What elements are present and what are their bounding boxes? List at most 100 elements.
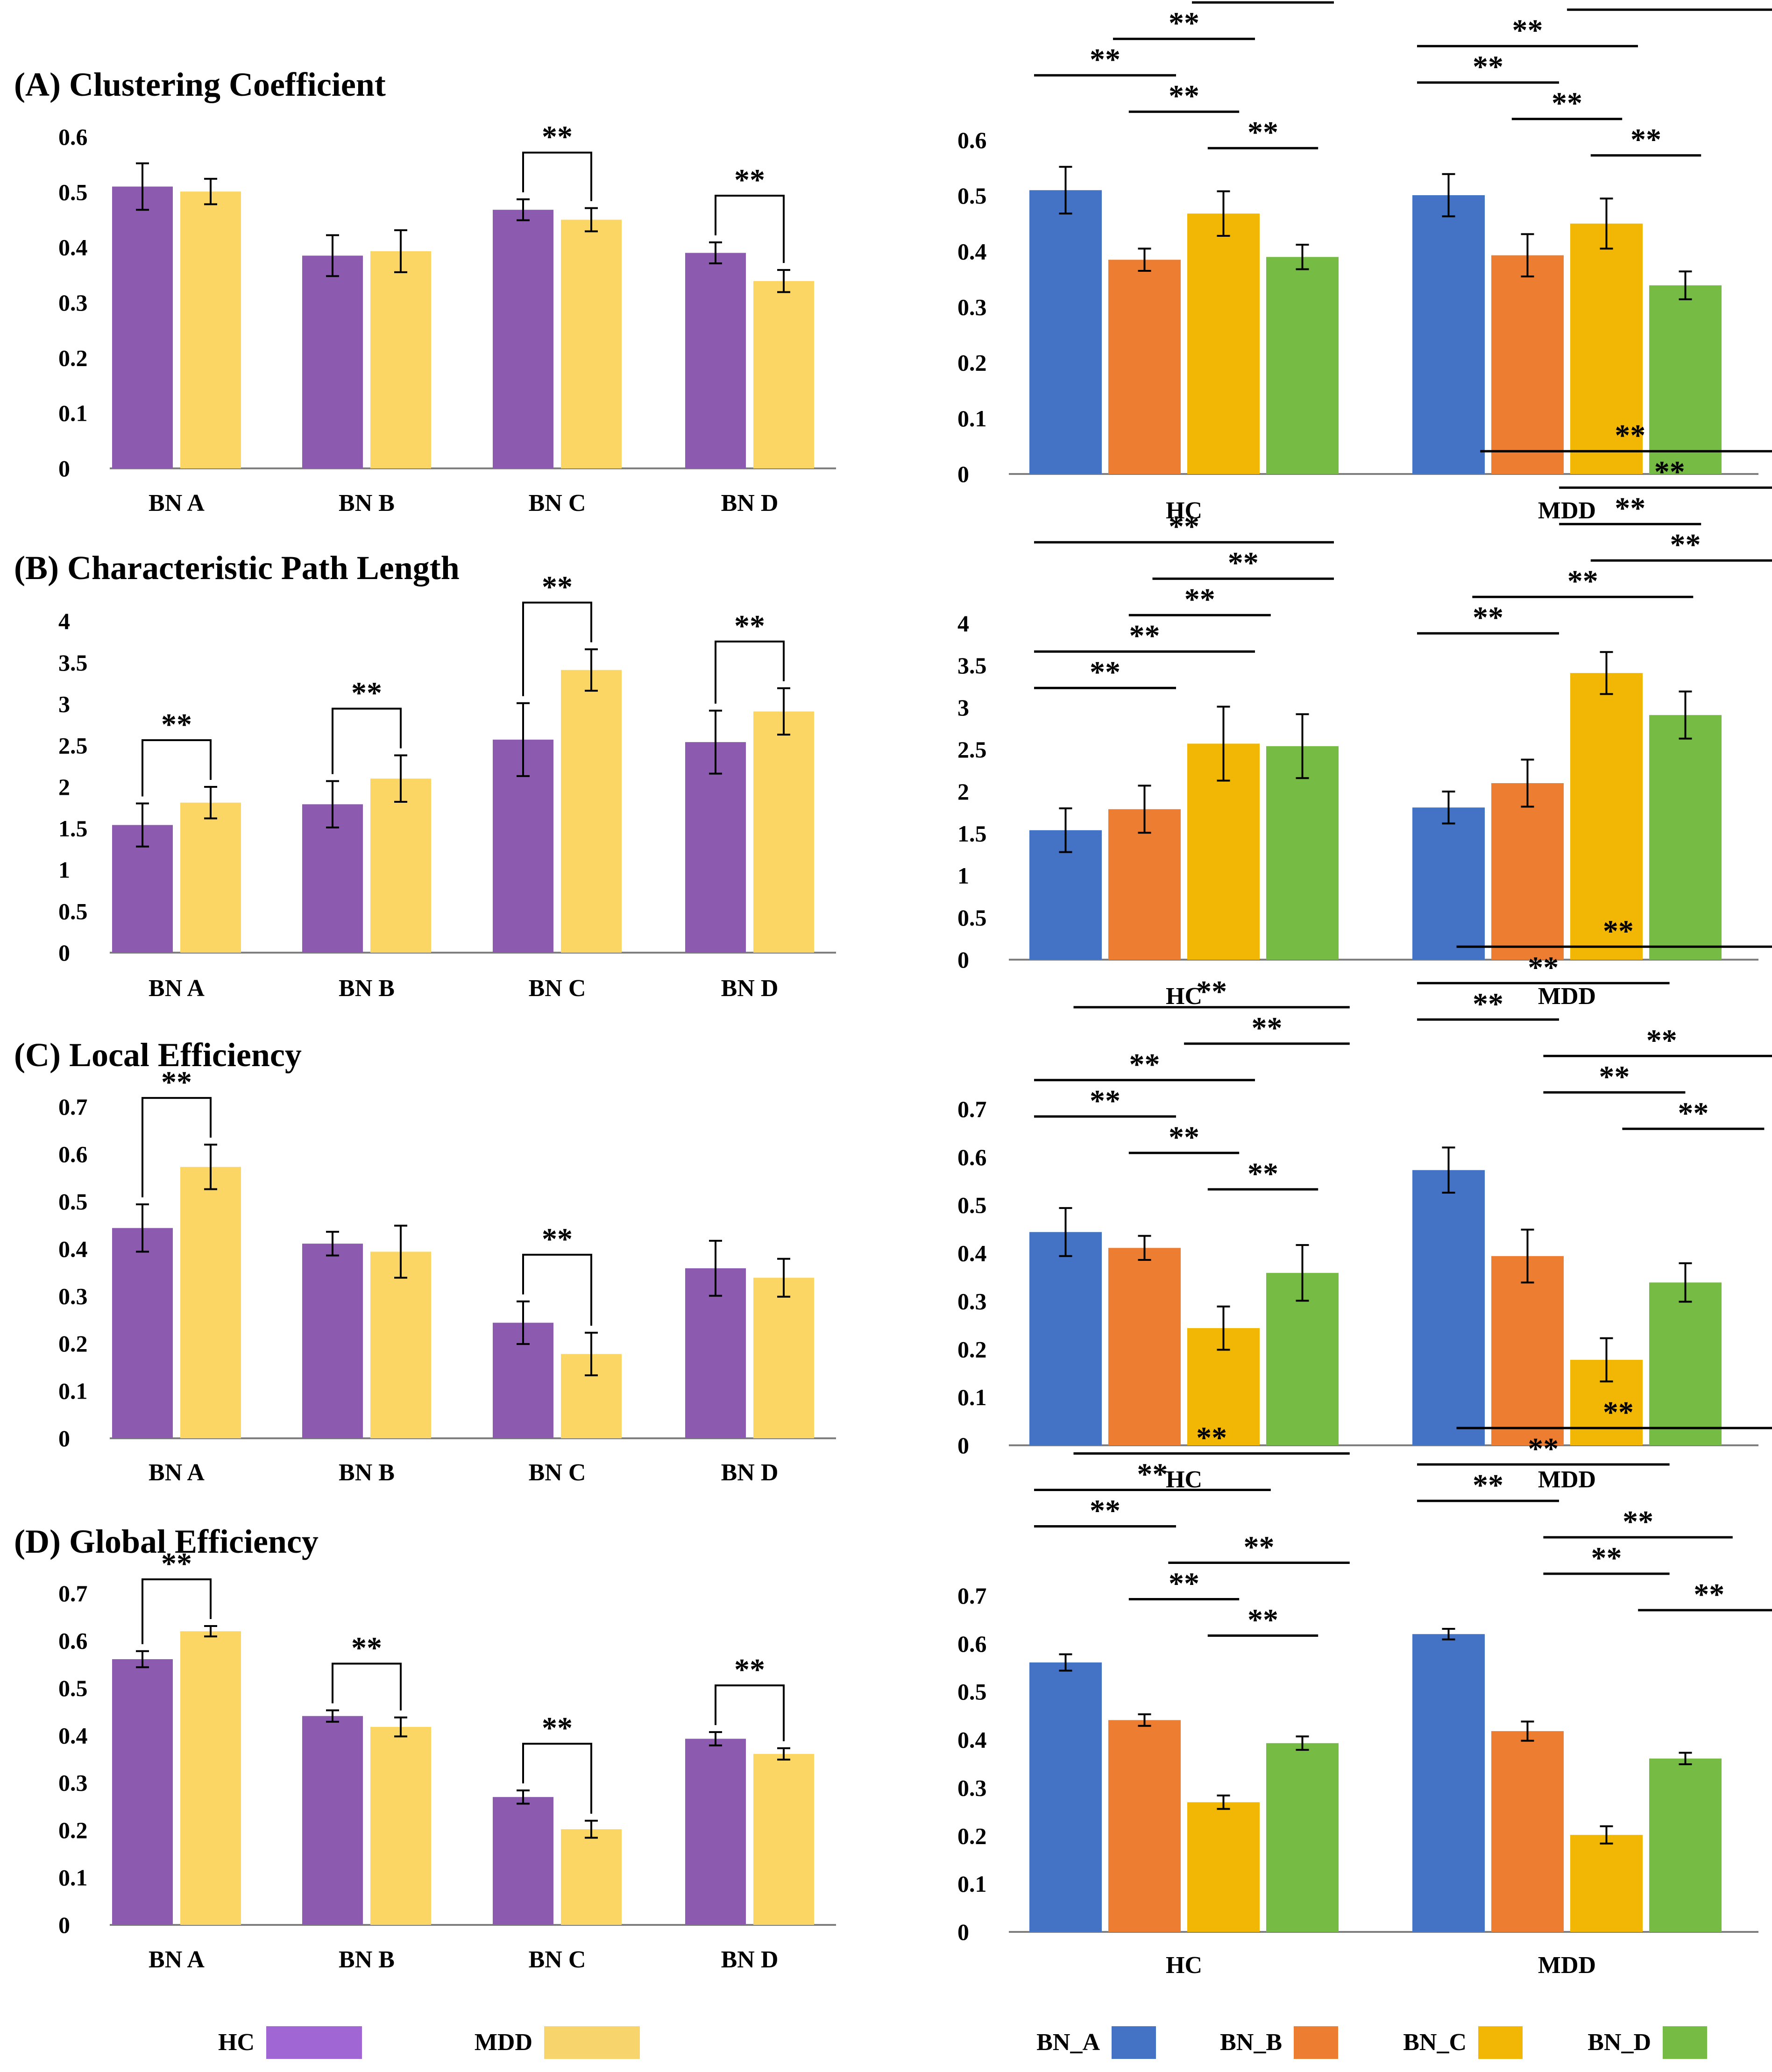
bar-BN_D xyxy=(1649,285,1722,474)
sig-stars: ** xyxy=(1137,1457,1168,1491)
sig-stars: ** xyxy=(1090,1493,1120,1527)
sig-stars: ** xyxy=(1169,1120,1199,1154)
error-bar xyxy=(204,786,217,820)
y-tick-label: 0.5 xyxy=(58,1675,88,1701)
y-tick-label: 0.2 xyxy=(957,350,987,376)
sig-stars: ** xyxy=(542,1711,573,1745)
bar-BN_D xyxy=(1266,746,1339,960)
x-tick-label: BN C xyxy=(529,1946,586,1973)
panel-title: (A) Clustering Coefficient xyxy=(14,66,386,103)
sig-stars: ** xyxy=(1090,655,1120,689)
error-bar xyxy=(1217,706,1230,782)
sig-bracket xyxy=(522,1742,592,1814)
bar-HC xyxy=(685,253,746,468)
y-tick-label: 0.4 xyxy=(957,1240,987,1266)
error-bar xyxy=(1521,233,1534,277)
panel-B-left: (B) Characteristic Path Length 0 0.5 1 1.5 2 2… xyxy=(14,549,836,1002)
y-tick-label: 1 xyxy=(58,857,70,883)
y-tick-label: 0.5 xyxy=(58,898,88,924)
y-tick-label: 0.2 xyxy=(957,1823,987,1849)
error-bar xyxy=(777,1258,790,1298)
sig-stars: ** xyxy=(1169,509,1199,544)
error-bar xyxy=(1521,758,1534,808)
y-tick-label: 0.1 xyxy=(58,1378,88,1404)
sig-stars: ** xyxy=(161,707,192,742)
bar-HC xyxy=(685,742,746,953)
error-bar xyxy=(204,177,217,205)
bar-BN_A xyxy=(1412,195,1485,474)
sig-stars: ** xyxy=(1658,0,1689,11)
bar-HC xyxy=(302,1244,363,1438)
bar-BN_C xyxy=(1570,1835,1643,1932)
bar-MDD xyxy=(753,281,814,468)
sig-stars: ** xyxy=(1552,86,1582,120)
y-tick-label: 0.6 xyxy=(58,1627,88,1654)
y-tick-label: 0.6 xyxy=(957,1631,987,1657)
bar-BN_D xyxy=(1649,715,1722,960)
y-tick-label: 0 xyxy=(58,1912,70,1938)
sig-stars: ** xyxy=(1473,50,1503,84)
sig-stars: ** xyxy=(1473,987,1503,1021)
sig-stars: ** xyxy=(1196,1421,1227,1455)
sig-stars: ** xyxy=(1623,1505,1653,1539)
x-tick-label: HC xyxy=(1166,1952,1202,1979)
bar-MDD xyxy=(753,1278,814,1438)
error-bar xyxy=(585,1819,598,1839)
x-tick-label: HC xyxy=(1166,497,1202,524)
y-tick-label: 4 xyxy=(957,610,969,636)
sig-stars: ** xyxy=(542,120,573,154)
error-bar xyxy=(1138,1235,1151,1261)
y-tick-label: 0.6 xyxy=(58,1141,88,1167)
sig-stars: ** xyxy=(1247,115,1278,149)
sig-stars: ** xyxy=(1247,1603,1278,1637)
sig-bracket xyxy=(332,1662,402,1711)
sig-stars: ** xyxy=(1528,950,1559,984)
y-tick-label: 0.3 xyxy=(957,1775,987,1801)
error-bar xyxy=(136,802,149,848)
sig-stars: ** xyxy=(1251,1011,1282,1045)
legend-label: BN_B xyxy=(1220,2029,1282,2056)
y-tick-label: 2 xyxy=(58,774,70,800)
x-tick-label: BN B xyxy=(339,1946,395,1973)
error-bar xyxy=(1059,807,1072,853)
bar-BN_D xyxy=(1649,1758,1722,1932)
bar-HC xyxy=(112,1659,173,1925)
y-tick-label: 0.7 xyxy=(58,1094,88,1120)
x-tick-label: BN C xyxy=(529,1459,586,1486)
y-tick-label: 0.3 xyxy=(58,1770,88,1796)
bar-MDD xyxy=(753,1754,814,1925)
bar-BN_A xyxy=(1412,1170,1485,1445)
y-tick-label: 0.3 xyxy=(957,294,987,320)
sig-stars: ** xyxy=(1473,601,1503,635)
error-bar xyxy=(1217,190,1230,237)
panel-A-right: 0 0.1 0.2 0.3 0.4 0.5 0.6 HC MDD ** ** ** ** ** ** ** **… xyxy=(957,0,1772,524)
bar-MDD xyxy=(180,1167,241,1438)
error-bar xyxy=(777,1747,790,1761)
bar-BN_D xyxy=(1649,1282,1722,1445)
bar-MDD xyxy=(180,191,241,468)
error-bar xyxy=(326,234,339,277)
bar-MDD xyxy=(753,711,814,953)
bar-BN_A xyxy=(1412,807,1485,960)
x-tick-label: BN B xyxy=(339,975,395,1002)
sig-bracket xyxy=(142,1097,212,1197)
bar-BN_A xyxy=(1412,1634,1485,1932)
sig-stars: ** xyxy=(1615,418,1645,453)
sig-stars: ** xyxy=(1196,975,1227,1009)
error-bar xyxy=(709,1731,722,1747)
error-bar xyxy=(136,162,149,211)
error-bar xyxy=(1217,1305,1230,1351)
y-tick-label: 2 xyxy=(957,778,969,805)
bar-HC xyxy=(302,255,363,468)
y-tick-label: 0.6 xyxy=(58,124,88,150)
error-bar xyxy=(1442,791,1455,825)
sig-bracket xyxy=(142,1578,212,1644)
error-bar xyxy=(136,1650,149,1669)
sig-bracket xyxy=(332,707,402,774)
bar-HC xyxy=(685,1739,746,1925)
bar-MDD xyxy=(561,219,622,468)
y-tick-label: 3 xyxy=(58,691,70,717)
legend-swatch xyxy=(266,2026,362,2059)
sig-stars: ** xyxy=(1528,1432,1559,1466)
